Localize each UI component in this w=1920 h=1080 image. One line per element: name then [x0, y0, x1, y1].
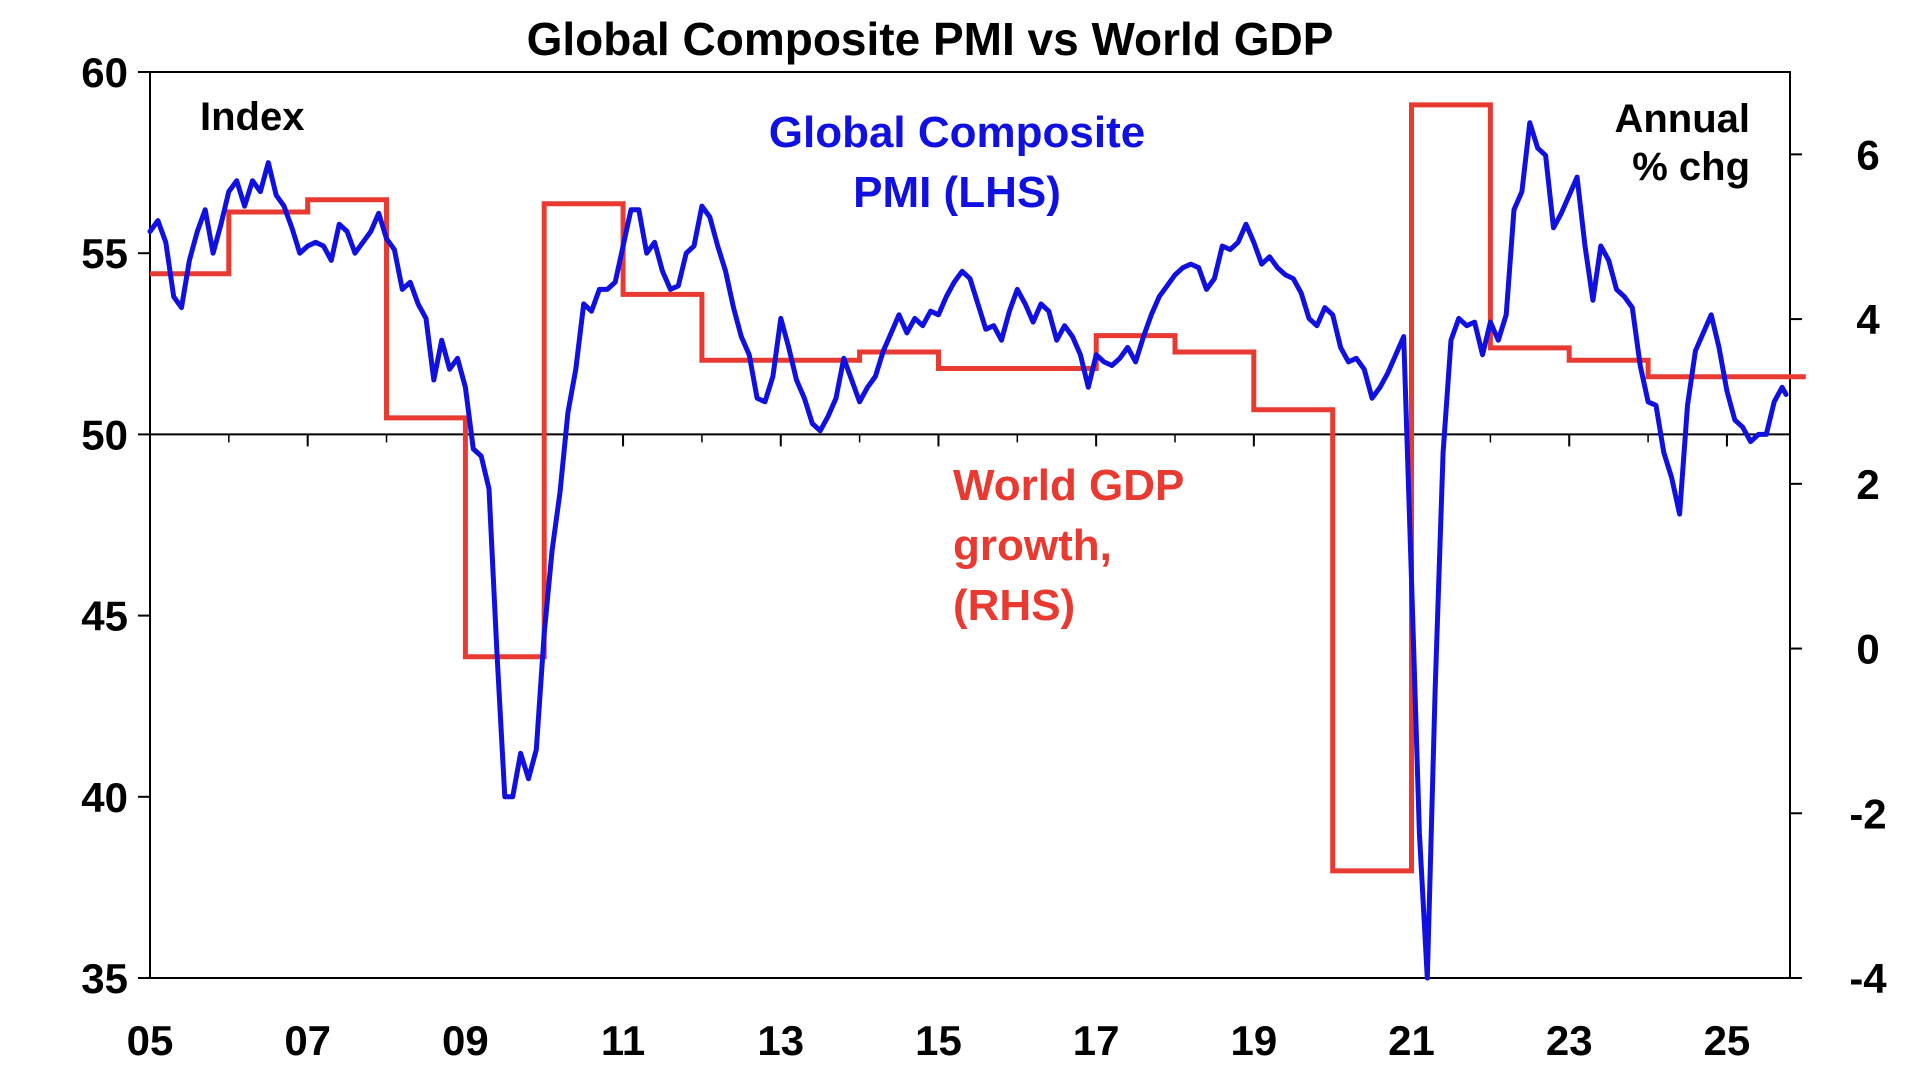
left-tick-label: 40: [81, 774, 128, 821]
series-line-world-gdp: [150, 102, 1806, 874]
series-line-global-composite-pmi: [147, 120, 1789, 981]
pmi-series-label-line-2: PMI (LHS): [853, 168, 1061, 217]
x-tick-label: 09: [442, 1017, 489, 1064]
x-tick-label: 05: [127, 1017, 174, 1064]
x-tick-label: 21: [1388, 1017, 1435, 1064]
left-axis: 35 40 45 50 55 60: [81, 49, 150, 1002]
left-tick-label: 50: [81, 411, 128, 458]
right-axis-label-line-1: Annual: [1614, 97, 1750, 141]
gdp-series-label-line-3: (RHS): [953, 581, 1075, 630]
x-tick-label: 07: [284, 1017, 331, 1064]
left-tick-label: 55: [81, 230, 128, 277]
left-tick-label: 60: [81, 49, 128, 96]
x-tick-label: 15: [915, 1017, 962, 1064]
x-tick-label: 17: [1073, 1017, 1120, 1064]
right-axis: -4 -2 0 2 4 6: [1790, 131, 1887, 1002]
x-tick-label: 13: [757, 1017, 804, 1064]
right-tick-label: 0: [1856, 626, 1879, 673]
x-tick-label: 23: [1546, 1017, 1593, 1064]
left-axis-label: Index: [200, 95, 304, 139]
x-tick-label: 25: [1704, 1017, 1751, 1064]
gdp-series-label-line-2: growth,: [953, 521, 1112, 570]
right-tick-label: -4: [1849, 955, 1887, 1002]
x-axis: 05 07 09 11 13 15 17 19 21 23 25: [127, 434, 1751, 1064]
left-tick-label: 35: [81, 955, 128, 1002]
right-tick-label: -2: [1849, 790, 1886, 837]
right-tick-label: 2: [1856, 461, 1879, 508]
chart-title: Global Composite PMI vs World GDP: [527, 13, 1334, 65]
plot-area-frame: [149, 71, 1791, 979]
gdp-series-label-line-1: World GDP: [953, 461, 1184, 510]
right-tick-label: 4: [1856, 296, 1880, 343]
x-tick-label: 11: [601, 1017, 645, 1064]
left-tick-label: 45: [81, 593, 128, 640]
right-tick-label: 6: [1856, 131, 1879, 178]
x-tick-label: 19: [1230, 1017, 1277, 1064]
right-axis-label-line-2: % chg: [1632, 145, 1750, 189]
pmi-series-label-line-1: Global Composite: [769, 108, 1145, 157]
